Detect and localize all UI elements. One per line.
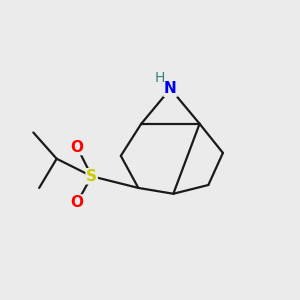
Text: H: H xyxy=(155,71,165,85)
Text: O: O xyxy=(70,140,84,154)
Text: N: N xyxy=(164,81,177,96)
Text: S: S xyxy=(86,169,97,184)
Text: O: O xyxy=(70,195,84,210)
